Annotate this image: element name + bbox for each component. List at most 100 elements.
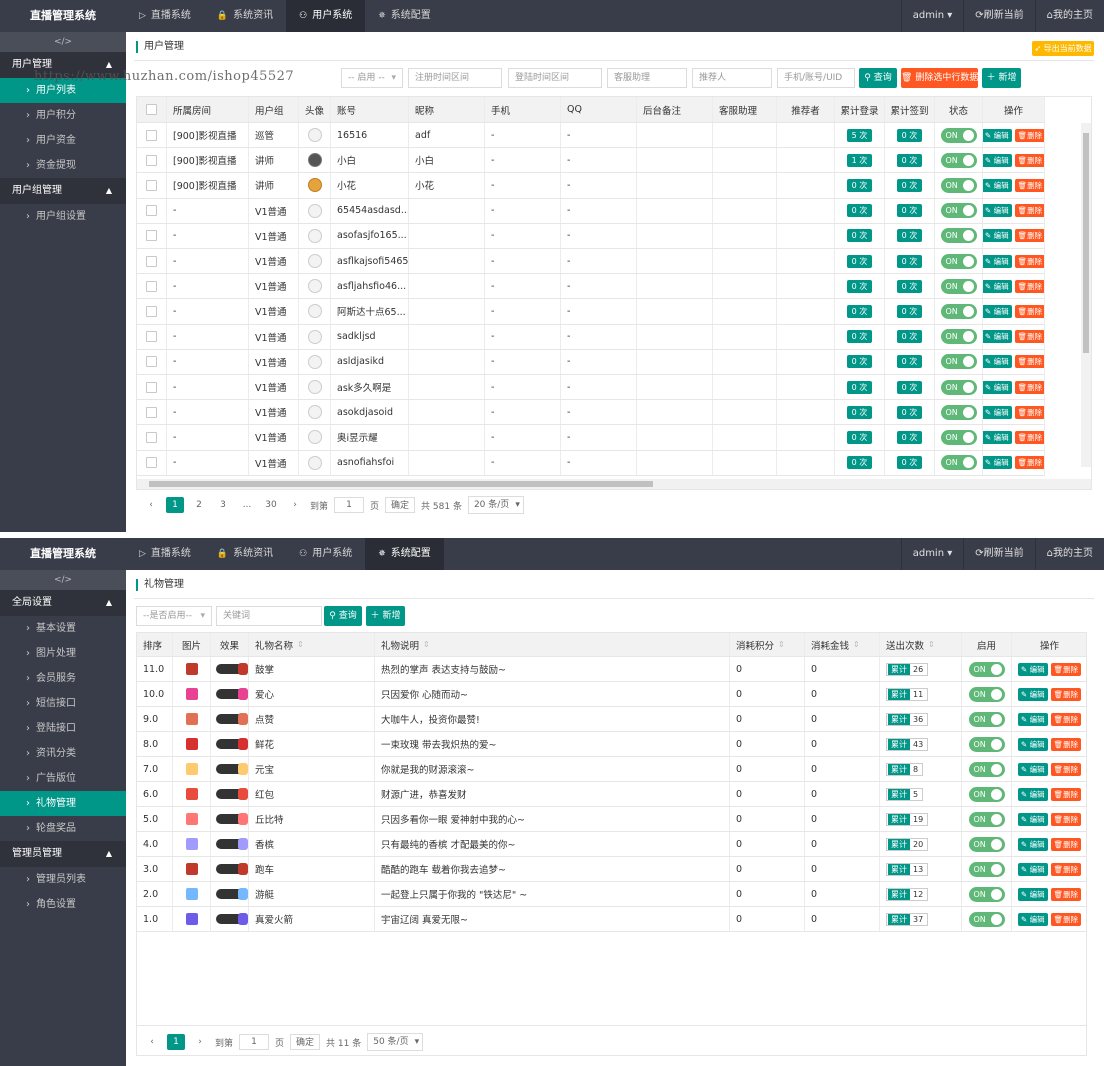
add-button[interactable]: ＋ 新增 bbox=[366, 606, 405, 626]
sidebar-item[interactable]: › 图片处理 bbox=[0, 641, 126, 666]
edit-button[interactable]: ✎ 编辑 bbox=[983, 204, 1012, 218]
sidebar-item[interactable]: › 广告版位 bbox=[0, 766, 126, 791]
home-link[interactable]: ⌂我的主页 bbox=[1034, 0, 1104, 32]
refresh-button[interactable]: ⟳刷新当前 bbox=[963, 538, 1034, 570]
register-date-input[interactable]: 注册时间区间 bbox=[408, 68, 502, 88]
status-toggle[interactable]: ON bbox=[940, 127, 977, 143]
status-toggle[interactable]: ON bbox=[940, 177, 977, 193]
edit-button[interactable]: ✎ 编辑 bbox=[1017, 712, 1048, 726]
edit-button[interactable]: ✎ 编辑 bbox=[983, 430, 1012, 444]
row-checkbox[interactable] bbox=[146, 129, 157, 141]
delete-button[interactable]: 🗑删除 bbox=[1014, 178, 1044, 192]
delete-button[interactable]: 🗑删除 bbox=[1014, 456, 1044, 470]
row-checkbox[interactable] bbox=[146, 230, 157, 242]
edit-button[interactable]: ✎ 编辑 bbox=[1017, 787, 1048, 801]
status-toggle[interactable]: ON bbox=[940, 354, 977, 370]
nav-tab-2[interactable]: ⚇ 用户系统 bbox=[286, 538, 365, 570]
delete-button[interactable]: 🗑删除 bbox=[1014, 229, 1044, 243]
next-page-button[interactable]: › bbox=[293, 500, 297, 510]
row-checkbox[interactable] bbox=[146, 331, 157, 343]
delete-button[interactable]: 🗑删除 bbox=[1014, 304, 1044, 318]
nav-tab-1[interactable]: 🔒 系统资讯 bbox=[204, 538, 286, 570]
status-select[interactable]: -- 启用 -- ▾ bbox=[341, 68, 403, 88]
sidebar-item[interactable]: › 管理员列表 bbox=[0, 867, 126, 892]
status-toggle[interactable]: ON bbox=[940, 303, 977, 319]
edit-button[interactable]: ✎ 编辑 bbox=[1017, 837, 1048, 851]
status-toggle[interactable]: ON bbox=[940, 455, 977, 471]
search-button[interactable]: ⚲ 查询 bbox=[324, 606, 362, 626]
search-button[interactable]: ⚲ 查询 bbox=[859, 68, 897, 88]
status-toggle[interactable]: ON bbox=[940, 278, 977, 294]
delete-button[interactable]: 🗑删除 bbox=[1050, 812, 1082, 826]
delete-button[interactable]: 🗑删除 bbox=[1050, 762, 1082, 776]
nav-tab-0[interactable]: ▷ 直播系统 bbox=[126, 538, 204, 570]
delete-button[interactable]: 🗑删除 bbox=[1050, 887, 1082, 901]
edit-button[interactable]: ✎ 编辑 bbox=[983, 178, 1012, 192]
row-checkbox[interactable] bbox=[146, 406, 157, 418]
keyword-input[interactable]: 关键词 bbox=[216, 606, 322, 626]
sort-icon[interactable]: ⇕ bbox=[853, 640, 860, 649]
sort-icon[interactable]: ⇕ bbox=[928, 640, 935, 649]
delete-button[interactable]: 🗑删除 bbox=[1014, 128, 1044, 142]
prev-page-button[interactable]: ‹ bbox=[149, 500, 153, 510]
edit-button[interactable]: ✎ 编辑 bbox=[1017, 887, 1048, 901]
edit-button[interactable]: ✎ 编辑 bbox=[1017, 912, 1048, 926]
horizontal-scrollbar[interactable] bbox=[137, 479, 1091, 489]
status-toggle[interactable]: ON bbox=[940, 429, 977, 445]
enabled-toggle[interactable]: ON bbox=[968, 836, 1005, 852]
sidebar-item[interactable]: › 会员服务 bbox=[0, 666, 126, 691]
scrollbar-thumb[interactable] bbox=[1083, 133, 1089, 353]
service-assistant-input[interactable]: 客服助理 bbox=[607, 68, 687, 88]
row-checkbox[interactable] bbox=[146, 457, 157, 469]
goto-confirm-button[interactable]: 确定 bbox=[385, 497, 416, 513]
enabled-toggle[interactable]: ON bbox=[968, 711, 1005, 727]
sort-icon[interactable]: ⇕ bbox=[297, 640, 304, 649]
row-checkbox[interactable] bbox=[146, 154, 157, 166]
status-toggle[interactable]: ON bbox=[940, 228, 977, 244]
goto-confirm-button[interactable]: 确定 bbox=[290, 1034, 321, 1050]
sidebar-item[interactable]: › 用户列表 bbox=[0, 78, 126, 103]
row-checkbox-cell[interactable] bbox=[137, 198, 167, 223]
delete-button[interactable]: 🗑删除 bbox=[1050, 862, 1082, 876]
nav-tab-2[interactable]: ⚇ 用户系统 bbox=[286, 0, 366, 32]
column-header[interactable]: 消耗积分 ⇕ bbox=[730, 633, 805, 656]
prev-page-button[interactable]: ‹ bbox=[150, 1037, 154, 1047]
enabled-toggle[interactable]: ON bbox=[968, 861, 1005, 877]
row-checkbox-cell[interactable] bbox=[137, 349, 167, 374]
nav-tab-0[interactable]: ▷ 直播系统 bbox=[126, 0, 204, 32]
column-header[interactable]: 礼物说明 ⇕ bbox=[375, 633, 730, 656]
edit-button[interactable]: ✎ 编辑 bbox=[983, 405, 1012, 419]
referrer-input[interactable]: 推荐人 bbox=[692, 68, 772, 88]
row-checkbox[interactable] bbox=[146, 356, 157, 368]
sort-icon[interactable]: ⇕ bbox=[423, 640, 430, 649]
row-checkbox[interactable] bbox=[146, 305, 157, 317]
page-number[interactable]: 1 bbox=[166, 497, 184, 513]
delete-button[interactable]: 🗑删除 bbox=[1014, 279, 1044, 293]
sidebar-item[interactable]: › 用户积分 bbox=[0, 103, 126, 128]
edit-button[interactable]: ✎ 编辑 bbox=[983, 304, 1012, 318]
edit-button[interactable]: ✎ 编辑 bbox=[1017, 812, 1048, 826]
edit-button[interactable]: ✎ 编辑 bbox=[983, 330, 1012, 344]
delete-button[interactable]: 🗑删除 bbox=[1050, 712, 1082, 726]
row-checkbox[interactable] bbox=[146, 381, 157, 393]
row-checkbox-cell[interactable] bbox=[137, 223, 167, 248]
delete-button[interactable]: 🗑删除 bbox=[1050, 837, 1082, 851]
edit-button[interactable]: ✎ 编辑 bbox=[1017, 662, 1048, 676]
delete-button[interactable]: 🗑删除 bbox=[1014, 254, 1044, 268]
column-header[interactable]: 消耗金钱 ⇕ bbox=[805, 633, 880, 656]
delete-button[interactable]: 🗑删除 bbox=[1050, 912, 1082, 926]
select-all-cell[interactable] bbox=[137, 97, 167, 122]
add-button[interactable]: ＋ 新增 bbox=[982, 68, 1021, 88]
nav-tab-3[interactable]: ✵ 系统配置 bbox=[365, 538, 444, 570]
delete-button[interactable]: 🗑删除 bbox=[1014, 405, 1044, 419]
edit-button[interactable]: ✎ 编辑 bbox=[1017, 862, 1048, 876]
refresh-button[interactable]: ⟳刷新当前 bbox=[963, 0, 1034, 32]
per-page-select[interactable]: 20 条/页 ▾ bbox=[467, 496, 524, 514]
edit-button[interactable]: ✎ 编辑 bbox=[1017, 687, 1048, 701]
sidebar-item[interactable]: › 礼物管理 bbox=[0, 791, 126, 816]
next-page-button[interactable]: › bbox=[198, 1037, 202, 1047]
enabled-toggle[interactable]: ON bbox=[968, 886, 1005, 902]
enabled-toggle[interactable]: ON bbox=[968, 811, 1005, 827]
edit-button[interactable]: ✎ 编辑 bbox=[983, 254, 1012, 268]
delete-button[interactable]: 🗑删除 bbox=[1014, 355, 1044, 369]
